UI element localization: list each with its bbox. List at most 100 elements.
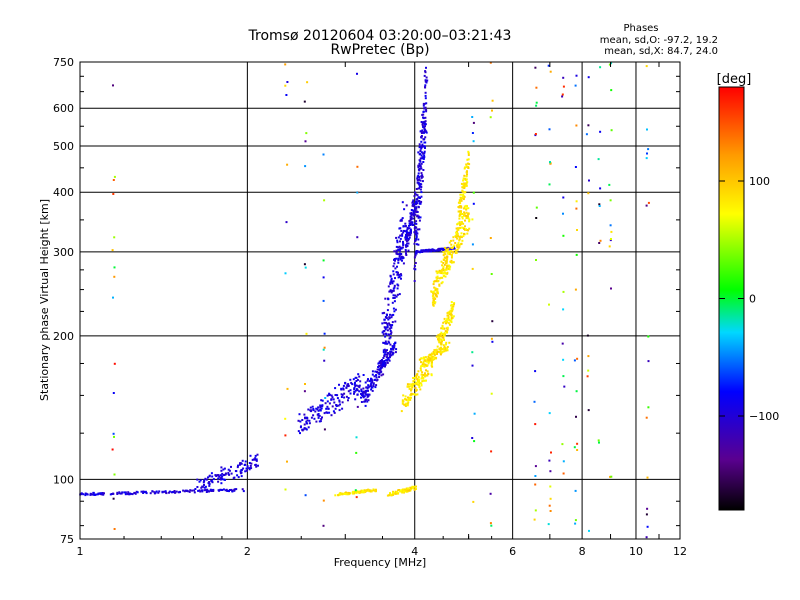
o-trace-point: [203, 480, 206, 483]
o-trace-point: [197, 489, 200, 492]
o-trace-point: [343, 396, 346, 399]
o-trace-point: [423, 120, 426, 123]
o-trace-point: [317, 406, 320, 409]
x-trace-point: [458, 215, 461, 218]
x-trace-point: [401, 490, 404, 492]
o-trace-point: [391, 289, 394, 292]
o-trace-point: [340, 396, 343, 398]
x-trace-point: [450, 312, 453, 315]
o-trace-point: [362, 395, 364, 398]
x-trace-point: [458, 245, 461, 248]
colorbar-ticks: −100 0 100: [719, 175, 779, 423]
o-trace-point: [425, 131, 428, 134]
x-trace-point: [445, 248, 448, 251]
o-trace-point: [330, 394, 333, 397]
x-trace-point: [422, 362, 425, 365]
x-trace-point: [428, 359, 431, 362]
o-trace-point: [308, 422, 311, 425]
o-trace-point: [423, 138, 426, 141]
x-trace-point: [441, 264, 444, 267]
noise-point: [549, 485, 552, 488]
x-trace-point: [432, 303, 435, 306]
x-trace-point: [443, 345, 446, 348]
o-trace-point: [239, 462, 241, 465]
o-trace-point: [424, 116, 427, 119]
o-trace-point: [417, 178, 420, 181]
x-trace-point: [444, 333, 446, 336]
chart-subtitle: RwPretec (Bp): [330, 42, 429, 58]
o-trace-point: [424, 97, 427, 100]
noise-point: [610, 475, 613, 478]
o-trace-point: [390, 316, 393, 319]
x-trace-point: [443, 256, 446, 259]
o-trace-point: [328, 411, 331, 414]
o-trace-point: [380, 370, 383, 373]
x-trace-point: [445, 331, 448, 334]
x-trace-point: [465, 171, 468, 174]
o-trace-point: [397, 271, 399, 274]
x-trace-point: [408, 489, 411, 492]
o-trace-point: [367, 389, 369, 392]
o-trace-point: [119, 492, 122, 495]
o-trace-point: [378, 365, 381, 367]
o-trace-point: [424, 106, 427, 109]
o-trace-point: [420, 154, 423, 157]
o-trace-point: [301, 419, 304, 421]
noise-point: [609, 475, 612, 478]
x-trace-point: [410, 392, 413, 395]
x-trace-point: [448, 313, 451, 316]
noise-point: [587, 76, 590, 79]
x-trace-point: [406, 404, 409, 407]
noise-point: [113, 528, 116, 530]
o-trace-point: [218, 489, 221, 492]
o-trace-point: [204, 485, 207, 488]
x-trace-point: [363, 491, 366, 494]
o-trace-point: [416, 177, 419, 180]
o-trace-point: [420, 200, 423, 203]
o-trace-point: [373, 375, 376, 378]
noise-point: [548, 128, 551, 131]
o-trace-point: [214, 474, 217, 477]
x-trace-point: [372, 489, 375, 492]
o-trace-point: [368, 385, 371, 388]
colorbar-tick-label: 100: [749, 175, 770, 188]
o-trace-point: [399, 250, 402, 253]
x-trace-point: [346, 493, 349, 496]
x-trace-point: [464, 225, 466, 228]
o-trace-point: [416, 211, 419, 213]
o-trace-point: [230, 465, 232, 468]
x-trace-point: [463, 174, 466, 177]
o-trace-point: [425, 66, 427, 69]
o-trace-point: [246, 467, 249, 469]
o-trace-point: [112, 492, 115, 495]
o-trace-point: [217, 480, 220, 483]
o-trace-point: [353, 388, 356, 391]
o-trace-point: [402, 262, 405, 265]
x-trace-point: [417, 370, 420, 373]
x-trace-point: [465, 182, 468, 185]
o-trace-point: [415, 237, 418, 240]
x-trace-point: [432, 297, 435, 300]
o-trace-point: [401, 201, 404, 204]
noise-point: [535, 101, 538, 104]
x-trace-point: [460, 242, 463, 245]
x-trace-point: [413, 379, 416, 382]
o-trace-point: [157, 491, 160, 494]
y-tick-label: 100: [53, 473, 74, 486]
x-trace-point: [389, 493, 392, 496]
o-trace-point: [383, 311, 386, 314]
o-trace-point: [366, 379, 369, 382]
o-trace-point: [251, 458, 254, 461]
noise-point: [646, 525, 649, 528]
x-trace-point: [463, 186, 466, 189]
o-trace-point: [380, 362, 383, 365]
x-trace-point: [442, 269, 445, 272]
o-trace-point: [396, 265, 398, 268]
o-trace-point: [242, 490, 245, 493]
x-trace-point: [461, 221, 463, 224]
o-trace-point: [350, 381, 353, 384]
o-trace-point: [123, 491, 126, 494]
o-trace-point: [414, 213, 417, 216]
noise-point: [562, 85, 565, 88]
